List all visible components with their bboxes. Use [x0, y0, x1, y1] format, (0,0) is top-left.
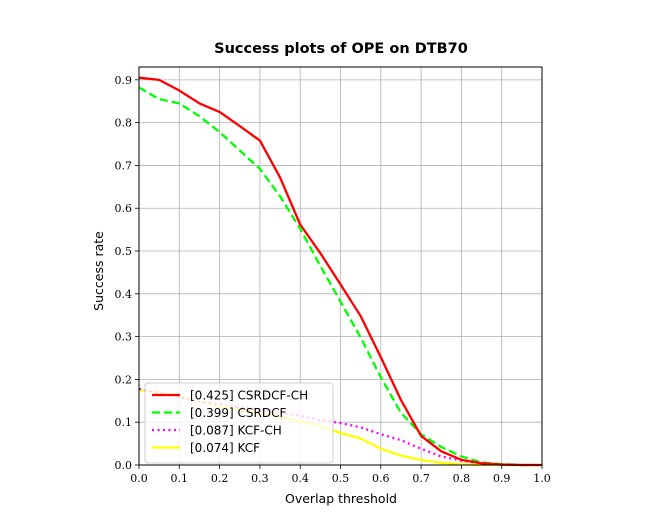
y-tick-label: 0.1	[115, 416, 133, 429]
legend-label-2: [0.087] KCF-CH	[190, 424, 282, 438]
legend-label-1: [0.399] CSRDCF	[190, 406, 286, 420]
x-tick-label: 0.6	[372, 472, 390, 485]
y-axis-label: Success rate	[91, 231, 106, 311]
y-tick-label: 0.7	[115, 159, 133, 172]
y-tick-label: 0.8	[115, 117, 133, 130]
legend-box	[144, 382, 334, 464]
x-tick-label: 0.3	[251, 472, 269, 485]
series-line-1	[138, 86, 542, 467]
x-tick-label: 0.2	[211, 472, 229, 485]
x-tick-label: 0.8	[453, 472, 471, 485]
legend: [0.425] CSRDCF-CH [0.399] CSRDCF [0.087] K…	[144, 382, 334, 464]
x-axis-label: Overlap threshold	[285, 491, 397, 506]
y-tick-label: 0.4	[115, 288, 133, 301]
y-tick-label: 0.0	[115, 459, 133, 472]
y-tick-label: 0.3	[115, 331, 133, 344]
legend-label-3: [0.074] KCF	[190, 441, 260, 455]
x-tick-label: 0.0	[130, 472, 148, 485]
series-line-0	[138, 76, 542, 467]
x-tick-label: 0.1	[171, 472, 189, 485]
x-tick-label: 0.4	[291, 472, 309, 485]
chart-title: Success plots of OPE on DTB70	[214, 41, 468, 57]
series-line-2	[138, 387, 542, 467]
y-tick-label: 0.5	[115, 245, 133, 258]
x-tick-label: 0.9	[493, 472, 511, 485]
axis-ticks: 0.0 0.1 0.2 0.3 0.4 0.5 0.6 0.7 0.8 0.9 1.0 0.0 0.1 0…	[115, 74, 551, 485]
y-tick-label: 0.6	[115, 202, 133, 215]
x-tick-label: 1.0	[533, 472, 551, 485]
x-tick-label: 0.5	[332, 472, 350, 485]
legend-label-0: [0.425] CSRDCF-CH	[190, 389, 308, 403]
x-tick-label: 0.7	[412, 472, 430, 485]
y-tick-label: 0.2	[115, 373, 133, 386]
y-tick-label: 0.9	[115, 74, 133, 87]
